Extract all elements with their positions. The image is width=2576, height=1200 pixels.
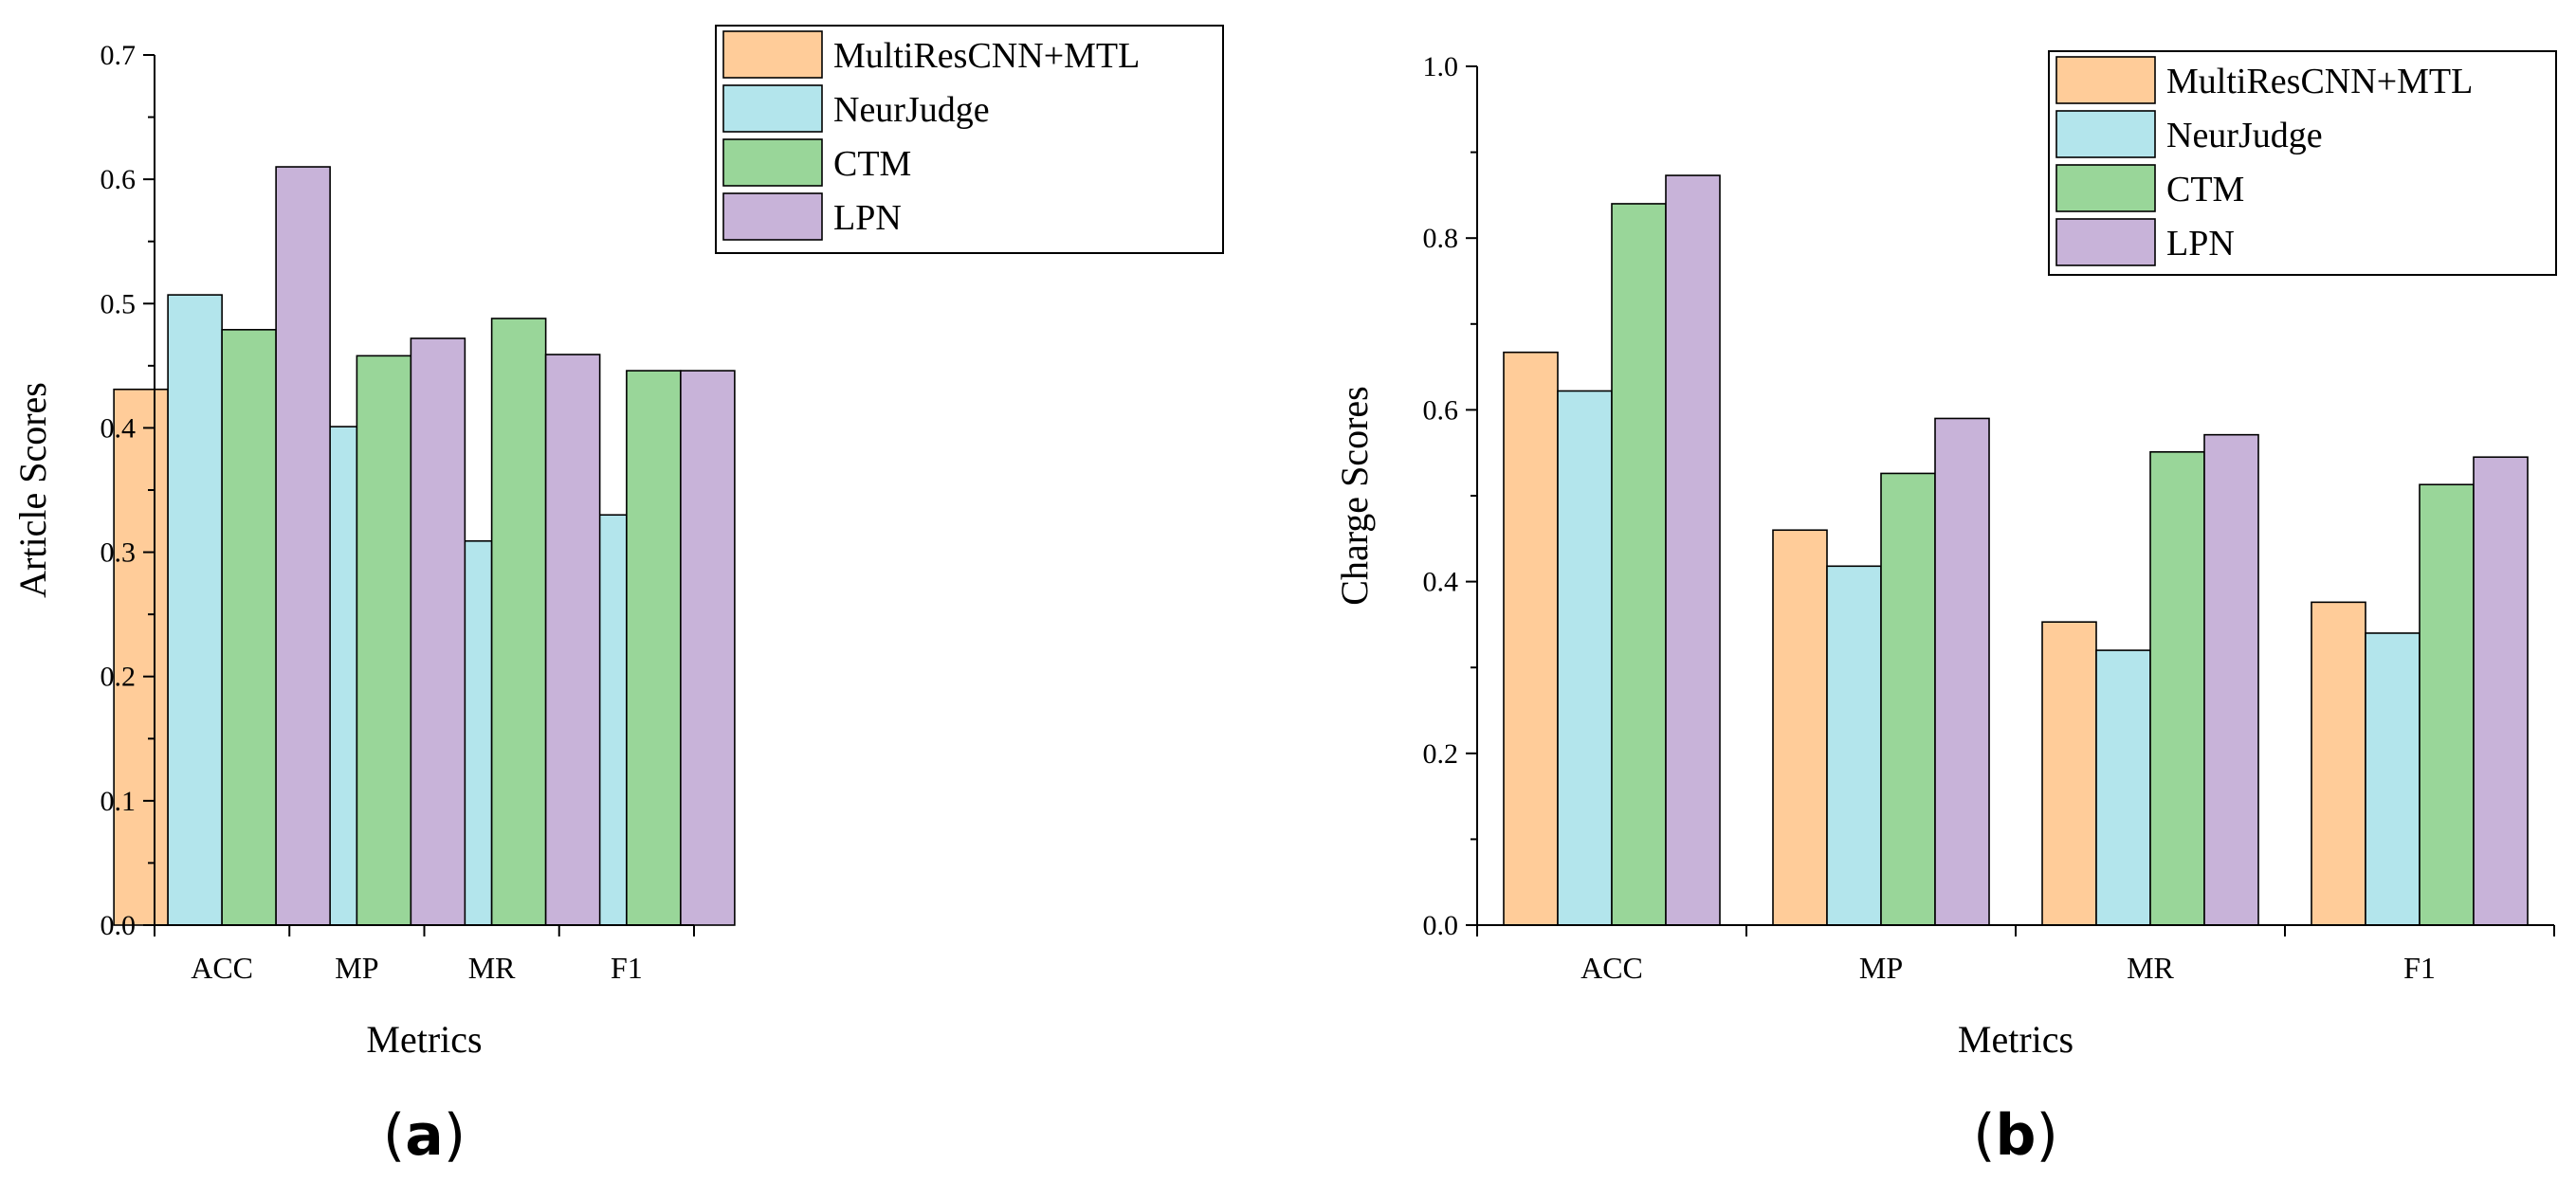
legend-label: LPN <box>833 198 902 238</box>
bar-multirescnn-mtl-acc <box>1503 351 1559 926</box>
bar-ctm-mp <box>1880 472 1936 926</box>
legend-label: NeurJudge <box>833 90 990 130</box>
legend-swatch-ctm <box>722 138 823 187</box>
legend-label: CTM <box>2166 170 2244 209</box>
bar-multirescnn-mtl-mr <box>2041 621 2097 926</box>
bar-multirescnn-mtl-f1 <box>2311 601 2366 926</box>
legend-label: MultiResCNN+MTL <box>2166 62 2473 101</box>
x-axis-title: Metrics <box>366 1018 482 1061</box>
bar-lpn-acc <box>275 166 331 926</box>
legend-label: CTM <box>833 144 911 184</box>
bar-neurjudge-mp <box>1826 565 1882 926</box>
x-tick-label-f1: F1 <box>611 951 643 985</box>
legend-swatch-lpn <box>2055 218 2156 266</box>
x-tick-label-mr: MR <box>2127 951 2174 985</box>
legend-swatch-lpn <box>722 192 823 241</box>
y-axis-title: Article Scores <box>11 382 54 598</box>
bar-ctm-acc <box>221 329 277 926</box>
legend-swatch-ctm <box>2055 164 2156 212</box>
bar-multirescnn-mtl-acc <box>113 388 169 926</box>
bar-ctm-mp <box>356 355 412 926</box>
y-tick-label: 0.2 <box>100 662 137 693</box>
y-tick-label: 0.5 <box>100 288 137 319</box>
panel-label: (a) <box>383 1102 466 1169</box>
legend: MultiResCNN+MTL NeurJudge CTM LPN <box>715 25 1224 254</box>
x-tick-label-acc: ACC <box>191 951 253 985</box>
bar-lpn-f1 <box>2473 456 2529 926</box>
bar-ctm-acc <box>1611 203 1667 926</box>
bar-ctm-mr <box>490 318 547 926</box>
x-tick-label-mp: MP <box>1859 951 1903 985</box>
chart-panel-a: 0.0 0.1 0.2 0.3 0.4 0.5 0.6 0.7 ACC MP MR F1 Metrics… <box>11 25 1224 1169</box>
legend-label: LPN <box>2166 224 2235 264</box>
legend-swatch-multirescnn-mtl <box>2055 56 2156 104</box>
bar-multirescnn-mtl-mp <box>1772 529 1828 926</box>
y-tick-label: 1.0 <box>1423 51 1459 82</box>
panel-label: (b) <box>1973 1102 2058 1169</box>
bar-lpn-acc <box>1665 174 1721 926</box>
bar-ctm-f1 <box>2419 483 2475 926</box>
legend-label: MultiResCNN+MTL <box>833 36 1140 76</box>
bar-neurjudge-f1 <box>2365 632 2421 926</box>
y-tick-label: 0.7 <box>100 40 137 71</box>
bar-ctm-mr <box>2149 450 2205 926</box>
legend-label: NeurJudge <box>2166 116 2323 155</box>
bar-lpn-mr <box>544 354 601 926</box>
bar-lpn-mp <box>410 337 466 926</box>
y-tick-label: 0.2 <box>1423 738 1459 770</box>
bar-lpn-f1 <box>680 370 736 926</box>
bar-neurjudge-acc <box>1557 390 1613 926</box>
x-axis-title: Metrics <box>1958 1018 2074 1061</box>
chart-panel-b: 0.0 0.2 0.4 0.6 0.8 1.0 ACC MP MR F1 Metrics Charge… <box>1333 50 2557 1169</box>
x-tick-label-acc: ACC <box>1580 951 1643 985</box>
y-tick-label: 0.8 <box>1423 223 1459 254</box>
y-tick-label: 0.1 <box>100 786 137 817</box>
bar-lpn-mp <box>1934 417 1990 926</box>
bar-lpn-mr <box>2203 433 2259 926</box>
y-tick-label: 0.6 <box>100 164 137 195</box>
x-tick-label-mr: MR <box>468 951 516 985</box>
legend-swatch-neurjudge <box>722 84 823 133</box>
y-tick-label: 0.0 <box>100 910 137 941</box>
y-axis-title: Charge Scores <box>1333 386 1376 605</box>
x-tick-label-mp: MP <box>335 951 378 985</box>
legend-swatch-neurjudge <box>2055 110 2156 158</box>
y-tick-label: 0.6 <box>1423 394 1459 426</box>
y-tick-label: 0.4 <box>1423 567 1459 598</box>
bar-ctm-f1 <box>626 370 682 926</box>
x-tick-label-f1: F1 <box>2403 951 2436 985</box>
bar-neurjudge-acc <box>167 294 223 926</box>
y-tick-label: 0.3 <box>100 537 137 569</box>
bar-neurjudge-mr <box>2095 649 2151 926</box>
y-tick-label: 0.4 <box>100 412 137 444</box>
legend-swatch-multirescnn-mtl <box>722 30 823 79</box>
y-tick-label: 0.0 <box>1423 910 1459 941</box>
legend: MultiResCNN+MTL NeurJudge CTM LPN <box>2048 50 2557 276</box>
